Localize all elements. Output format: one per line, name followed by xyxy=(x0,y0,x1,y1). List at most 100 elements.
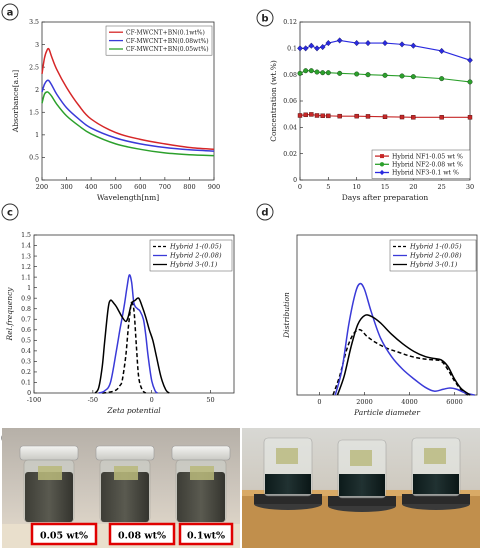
panel-badge-circle xyxy=(256,9,274,27)
series-line xyxy=(334,282,475,396)
data-point xyxy=(308,68,314,74)
x-axis-label: Wavelength[nm] xyxy=(97,193,159,202)
svg-text:0.05 wt%: 0.05 wt% xyxy=(40,531,88,542)
y-axis-label: Absorbance[a.u] xyxy=(11,70,20,134)
vial-label-1: 0.05 wt% xyxy=(30,522,98,546)
y-axis-label: Concentration (wt.%) xyxy=(269,60,278,142)
series-line xyxy=(41,47,215,151)
x-tick-label: 500 xyxy=(110,183,122,191)
data-point xyxy=(297,45,303,52)
x-tick-label: 5 xyxy=(326,183,330,191)
x-tick-label: 30 xyxy=(466,183,474,191)
legend: Hybrid 1-(0.05)Hybrid 2-(0.08)Hybrid 3-(… xyxy=(389,239,477,272)
legend-item: Hybrid NF2-0.08 wt % xyxy=(375,162,463,169)
photo-panel-e: 0.05 wt% 0.08 wt% 0.1wt% xyxy=(2,428,240,548)
data-point xyxy=(302,45,309,52)
x-tick-label: 0 xyxy=(150,396,154,404)
series-2 xyxy=(41,79,215,152)
data-point xyxy=(382,72,388,78)
y-tick-label: 1.5 xyxy=(21,232,31,239)
x-tick-label: 900 xyxy=(208,183,220,191)
y-tick-label: 0.04 xyxy=(283,125,297,132)
x-tick-label: 6000 xyxy=(446,398,463,406)
data-point xyxy=(297,113,303,118)
legend-item: CF-MWCNT+BN(0.1wt%) xyxy=(109,29,205,36)
x-axis-label: Particle diameter xyxy=(353,408,420,417)
y-tick-label: 3 xyxy=(35,42,39,49)
legend-label: CF-MWCNT+BN(0.08wt%) xyxy=(126,38,209,45)
legend-label: Hybrid NF1-0.05 wt % xyxy=(392,153,463,160)
data-point xyxy=(467,79,473,85)
data-point xyxy=(439,115,444,120)
vial-1 xyxy=(19,445,79,523)
data-point xyxy=(314,69,320,75)
y-tick-label: 0.4 xyxy=(21,348,31,355)
series-line xyxy=(98,274,159,394)
vial-f-3 xyxy=(402,437,470,510)
legend-box xyxy=(105,25,213,56)
panel-badge-circle xyxy=(1,3,19,21)
x-tick-label: 200 xyxy=(36,183,48,191)
panel-badge-letter: b xyxy=(261,14,268,25)
x-tick-label: 800 xyxy=(183,183,195,191)
legend: Hybrid NF1-0.05 wt % Hybrid NF2-0.08 wt %… xyxy=(371,149,471,179)
series-line xyxy=(41,91,215,157)
legend-item: Hybrid 2-(0.08) xyxy=(393,252,462,260)
series-3 xyxy=(297,37,473,64)
data-point xyxy=(325,39,332,47)
panel-badge-circle xyxy=(256,203,274,221)
vial-label-3: 0.1wt% xyxy=(178,522,234,546)
panel-badge-letter: a xyxy=(7,8,14,19)
legend-item: Hybrid 3-(0.1) xyxy=(153,261,218,269)
x-axis-label: Days after preparation xyxy=(342,193,429,202)
y-tick-label: 0.2 xyxy=(21,369,31,376)
x-tick-label: 300 xyxy=(60,183,72,191)
x-tick-label: 4000 xyxy=(401,398,418,406)
vial-3 xyxy=(171,445,231,523)
svg-text:0.08 wt%: 0.08 wt% xyxy=(118,531,166,542)
y-axis-ticks: 0 0.1 0.2 0.3 0.4 0.5 0.6 0.7 0.8 0.9 1 1.1 1.2 1.3 1.… xyxy=(21,232,37,397)
x-tick-label: 15 xyxy=(381,183,389,191)
y-tick-label: 0.1 xyxy=(287,46,297,53)
panel-badge-a: a xyxy=(1,3,19,21)
data-point xyxy=(467,115,473,120)
legend-label: Hybrid 2-(0.08) xyxy=(169,252,222,260)
legend-marker xyxy=(379,162,385,167)
y-tick-label: 2 xyxy=(35,87,39,94)
panel-badge-letter: c xyxy=(7,208,13,219)
y-tick-label: 1 xyxy=(27,285,31,292)
y-tick-label: 1.1 xyxy=(21,274,31,281)
y-tick-label: 1.2 xyxy=(21,264,31,271)
x-tick-label: -100 xyxy=(27,396,42,404)
vials-photo-e: 0.05 wt% 0.08 wt% 0.1wt% xyxy=(2,428,240,548)
data-point xyxy=(319,43,326,51)
series-line xyxy=(94,297,170,394)
legend-item: Hybrid 2-(0.08) xyxy=(153,252,222,260)
data-point xyxy=(365,39,371,47)
y-tick-label: 0.8 xyxy=(21,306,31,313)
panel-badge-d: d xyxy=(256,203,274,221)
series-line xyxy=(332,328,469,396)
legend: CF-MWCNT+BN(0.1wt%) CF-MWCNT+BN(0.08wt%)C… xyxy=(105,25,213,56)
chart-a: 200 300 400 500 600 700 800 900 0 0.5 1 1.5 2 2.5 3 3.5… xyxy=(11,19,220,202)
x-axis-label: Zeta potential xyxy=(106,406,161,415)
series-2 xyxy=(297,68,473,85)
y-tick-label: 1.4 xyxy=(21,243,31,250)
y-tick-label: 0.02 xyxy=(283,151,297,158)
photo-panel-f xyxy=(242,428,480,548)
y-tick-label: 1 xyxy=(35,132,39,139)
data-point xyxy=(325,70,331,76)
data-point xyxy=(314,113,320,118)
chart-d: 0 2000 4000 6000 Particle diameter Distributi… xyxy=(282,234,478,417)
legend-label: CF-MWCNT+BN(0.05wt%) xyxy=(126,46,209,53)
x-axis-ticks: 200 300 400 500 600 700 800 900 xyxy=(36,177,220,191)
x-axis-ticks: -100 -50 0 50 xyxy=(27,390,215,404)
vial-label-2: 0.08 wt% xyxy=(108,522,176,546)
vial-f-2 xyxy=(328,439,396,512)
y-tick-label: 0.06 xyxy=(283,98,297,105)
data-point xyxy=(354,71,360,77)
legend-label: Hybrid NF2-0.08 wt % xyxy=(392,162,463,169)
legend-item: CF-MWCNT+BN(0.05wt%) xyxy=(109,46,209,53)
data-point xyxy=(410,42,417,49)
